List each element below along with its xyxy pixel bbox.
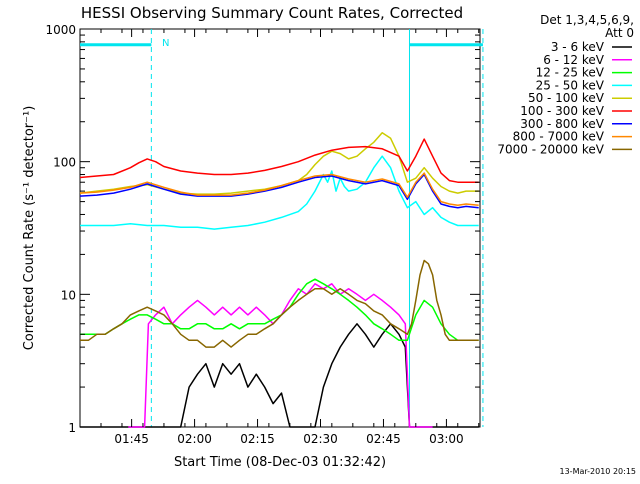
- x-tick-label-5: 03:00: [429, 432, 464, 446]
- y-axis-label: Corrected Count Rate (s⁻¹ detector⁻¹): [22, 106, 37, 351]
- legend-label-12-25-kev: 12 - 25 keV: [536, 66, 605, 80]
- series-line-6-12-kev: [128, 283, 433, 428]
- y-tick-label-0: 1: [68, 421, 76, 435]
- x-axis: 01:45 02:00 02:15 02:30 02:45 03:00: [100, 29, 480, 446]
- x-tick-label-4: 02:45: [366, 432, 401, 446]
- legend-label-300-800-kev: 300 - 800 keV: [520, 117, 604, 131]
- legend-label-50-100-kev: 50 - 100 keV: [528, 91, 605, 105]
- series-line-300-800-kev: [79, 173, 479, 209]
- top-bar-label: N: [162, 38, 169, 49]
- x-tick-label-0: 01:45: [114, 432, 149, 446]
- legend-label-800-7000-kev: 800 - 7000 keV: [513, 130, 605, 144]
- y-tick-label-2: 100: [53, 156, 76, 170]
- legend-label-6-12-kev: 6 - 12 keV: [543, 53, 605, 67]
- legend-subheader: Att 0: [605, 26, 634, 40]
- series-layer: [79, 132, 479, 428]
- legend-label-25-50-kev: 25 - 50 keV: [536, 78, 605, 92]
- chart-title: HESSI Observing Summary Count Rates, Cor…: [81, 4, 463, 22]
- legend-label-3-6-kev: 3 - 6 keV: [551, 40, 605, 54]
- y-axis: 1 10 100 1000: [45, 23, 480, 435]
- series-line-12-25-kev: [80, 278, 479, 342]
- plot-area: [79, 28, 484, 428]
- marks-layer: [80, 29, 484, 427]
- legend-label-7000-20000-kev: 7000 - 20000 keV: [497, 142, 604, 156]
- legend-label-100-300-kev: 100 - 300 keV: [520, 104, 604, 118]
- x-axis-label: Start Time (08-Dec-03 01:32:42): [174, 455, 386, 470]
- series-line-100-300-kev: [79, 138, 479, 183]
- series-line-3-6-kev: [80, 323, 479, 428]
- legend-header: Det 1,3,4,5,6,9,: [540, 13, 634, 27]
- x-tick-label-1: 02:00: [177, 432, 212, 446]
- y-tick-label-1: 10: [61, 288, 76, 302]
- x-tick-label-3: 02:30: [303, 432, 338, 446]
- plot-frame: [79, 28, 481, 428]
- series-line-7000-20000-kev: [80, 259, 479, 348]
- series-line-25-50-kev: [80, 155, 479, 230]
- x-tick-label-2: 02:15: [240, 432, 275, 446]
- y-tick-label-3: 1000: [45, 23, 76, 37]
- footer-timestamp: 13-Mar-2010 20:15: [560, 467, 637, 476]
- series-line-800-7000-kev: [79, 172, 479, 206]
